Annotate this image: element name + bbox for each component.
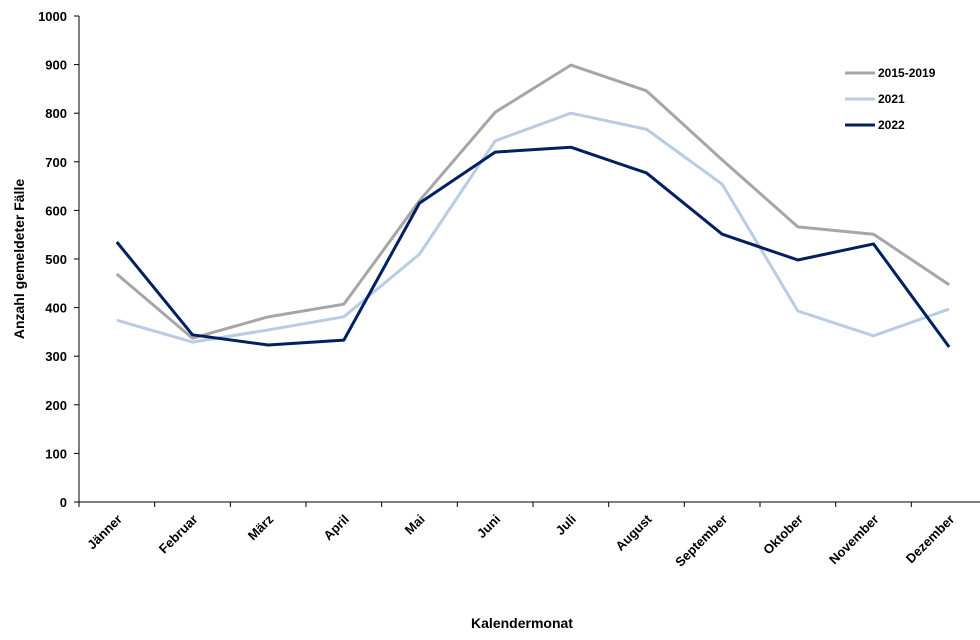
line-series xyxy=(115,145,951,348)
x-tick-label: August xyxy=(612,511,655,554)
x-tick-label: Jänner xyxy=(84,512,125,553)
y-tick-label: 400 xyxy=(45,301,67,316)
x-tick-label: September xyxy=(672,512,730,570)
y-tick-label: 500 xyxy=(45,252,67,267)
line-series xyxy=(115,63,950,340)
x-tick-label: Juni xyxy=(474,512,504,542)
y-tick-label: 600 xyxy=(45,203,67,218)
y-tick-label: 900 xyxy=(45,58,67,73)
y-tick-label: 200 xyxy=(45,398,67,413)
y-tick-label: 100 xyxy=(45,446,67,461)
x-tick-label: Mai xyxy=(402,512,428,538)
y-axis-title: Anzahl gemeldeter Fälle xyxy=(11,179,27,339)
y-tick-label: 300 xyxy=(45,349,67,364)
legend-label: 2015-2019 xyxy=(878,66,936,80)
x-tick-label: Oktober xyxy=(760,512,806,558)
y-tick-label: 700 xyxy=(45,155,67,170)
x-tick-label: November xyxy=(826,512,882,568)
line-series xyxy=(116,111,950,344)
x-tick-label: April xyxy=(320,512,352,544)
x-tick-label: März xyxy=(245,511,277,543)
legend-label: 2021 xyxy=(878,92,905,106)
x-tick-label: Juli xyxy=(553,512,579,538)
y-tick-label: 1000 xyxy=(38,9,67,24)
legend-label: 2022 xyxy=(878,118,905,132)
y-tick-label: 0 xyxy=(60,495,67,510)
x-tick-label: Februar xyxy=(156,512,201,557)
x-tick-label: Dezember xyxy=(903,512,958,567)
x-axis-title: Kalendermonat xyxy=(471,615,573,631)
y-tick-label: 800 xyxy=(45,106,67,121)
